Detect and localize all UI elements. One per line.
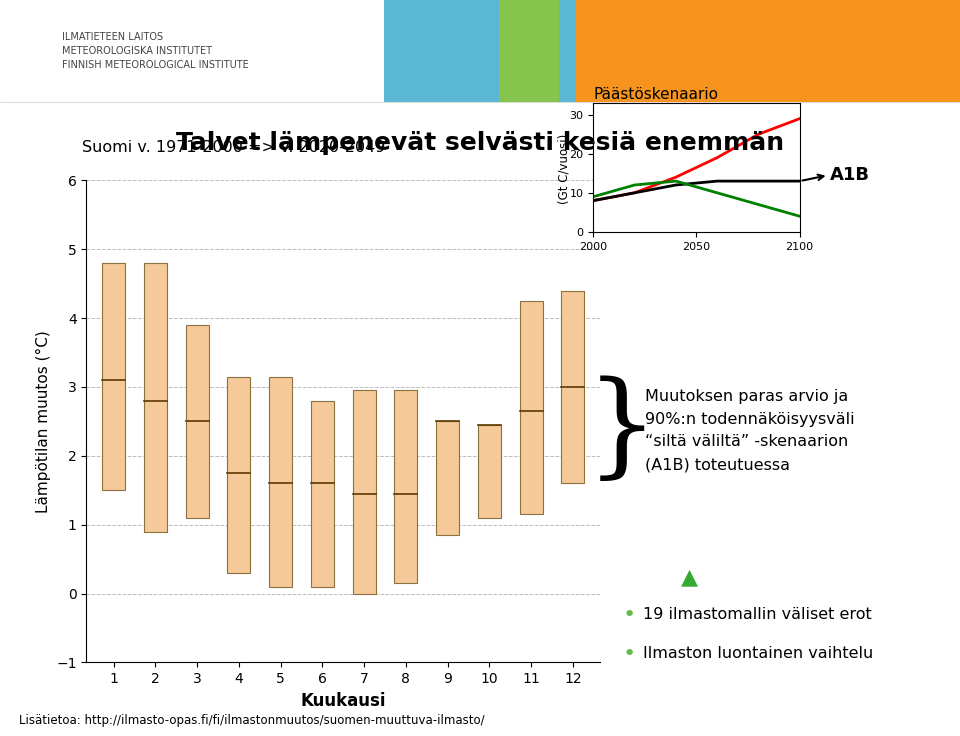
Bar [395,390,418,583]
Text: 19 ilmastomallin väliset erot: 19 ilmastomallin väliset erot [643,607,872,622]
Bar [352,390,375,593]
Text: (Gt C/vuosi): (Gt C/vuosi) [558,134,571,205]
Bar [562,291,585,484]
Bar [228,377,251,573]
Bar [102,263,125,490]
Bar [436,422,459,535]
Text: Päästöskenaario: Päästöskenaario [593,87,718,102]
Text: Lisätietoa: http://ilmasto-opas.fi/fi/ilmastonmuutos/suomen-muuttuva-ilmasto/: Lisätietoa: http://ilmasto-opas.fi/fi/il… [19,714,485,727]
Bar [0,0,384,102]
Bar [144,263,167,531]
Text: •: • [622,643,636,664]
Text: Muutoksen paras arvio ja
90%:n todennäköisyysväli
“siltä väliltä” -skenaarion
(A: Muutoksen paras arvio ja 90%:n todennäkö… [645,389,854,473]
Text: Talvet lämpenevät selvästi kesiä enemmän: Talvet lämpenevät selvästi kesiä enemmän [176,131,784,155]
Text: Suomi v. 1971-2000 => v. 2020-2049: Suomi v. 1971-2000 => v. 2020-2049 [82,140,385,155]
Text: ILMATIETEEN LAITOS
METEOROLOGISKA INSTITUTET
FINNISH METEOROLOGICAL INSTITUTE: ILMATIETEEN LAITOS METEOROLOGISKA INSTIT… [62,32,250,70]
Bar [499,0,559,102]
Text: Ilmaston luontainen vaihtelu: Ilmaston luontainen vaihtelu [643,646,874,661]
Text: }: } [586,375,659,486]
Bar [269,377,292,587]
Bar [311,400,334,587]
Text: •: • [622,604,636,625]
Bar [576,0,960,102]
Bar [185,325,208,518]
Bar [519,301,542,514]
Text: ▲: ▲ [681,567,698,588]
X-axis label: Kuukausi: Kuukausi [300,692,386,710]
Text: A1B: A1B [829,166,870,184]
Y-axis label: Lämpötilan muutos (°C): Lämpötilan muutos (°C) [36,330,51,513]
Bar [478,425,501,518]
Bar [384,0,960,102]
